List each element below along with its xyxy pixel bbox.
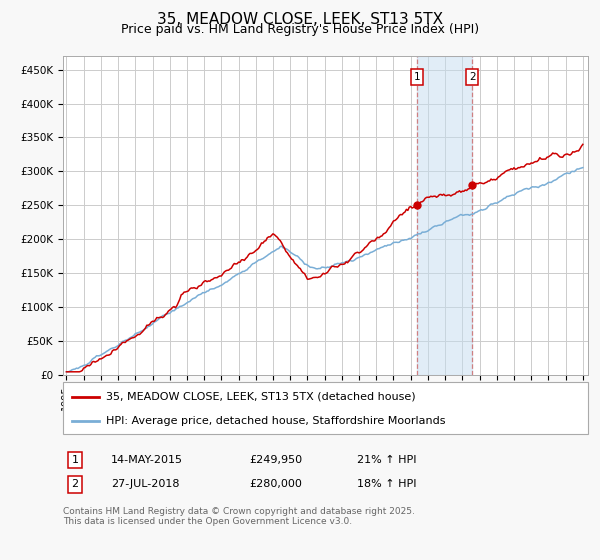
- Bar: [417, 56, 472, 375]
- Text: 14-MAY-2015: 14-MAY-2015: [111, 455, 183, 465]
- Text: 35, MEADOW CLOSE, LEEK, ST13 5TX: 35, MEADOW CLOSE, LEEK, ST13 5TX: [157, 12, 443, 27]
- Text: HPI: Average price, detached house, Staffordshire Moorlands: HPI: Average price, detached house, Staf…: [106, 416, 446, 426]
- Text: 27-JUL-2018: 27-JUL-2018: [111, 479, 179, 489]
- Text: £280,000: £280,000: [249, 479, 302, 489]
- Text: 1: 1: [71, 455, 79, 465]
- Text: Contains HM Land Registry data © Crown copyright and database right 2025.
This d: Contains HM Land Registry data © Crown c…: [63, 507, 415, 526]
- Text: £249,950: £249,950: [249, 455, 302, 465]
- Text: 18% ↑ HPI: 18% ↑ HPI: [357, 479, 416, 489]
- Text: 35, MEADOW CLOSE, LEEK, ST13 5TX (detached house): 35, MEADOW CLOSE, LEEK, ST13 5TX (detach…: [106, 391, 416, 402]
- Text: 1: 1: [413, 72, 420, 82]
- Text: 2: 2: [71, 479, 79, 489]
- Text: 2: 2: [469, 72, 475, 82]
- Text: 21% ↑ HPI: 21% ↑ HPI: [357, 455, 416, 465]
- Text: Price paid vs. HM Land Registry's House Price Index (HPI): Price paid vs. HM Land Registry's House …: [121, 22, 479, 36]
